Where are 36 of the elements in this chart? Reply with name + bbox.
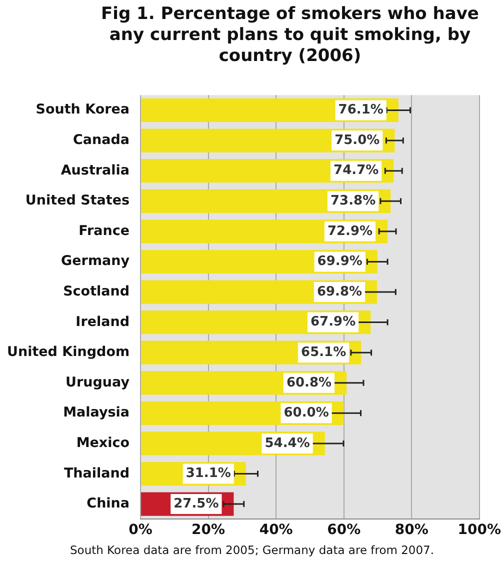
- y-tick-label: Mexico: [76, 434, 130, 451]
- data-label: 69.9%: [317, 254, 362, 270]
- x-tick-label: 100%: [458, 522, 502, 538]
- data-label: 54.4%: [264, 436, 310, 451]
- y-tick-label: China: [86, 496, 130, 512]
- x-tick-label: 40%: [259, 522, 293, 538]
- x-tick-label: 80%: [394, 522, 428, 538]
- data-label: 67.9%: [310, 314, 356, 330]
- y-tick-label: Germany: [61, 253, 130, 270]
- text: South Korea data are from 2005; Germany data are from 2007.: [68, 543, 436, 557]
- data-label: 74.7%: [334, 163, 379, 178]
- data-label: 31.1%: [186, 466, 231, 482]
- data-label: 72.9%: [327, 224, 373, 239]
- y-tick-label: France: [78, 222, 130, 239]
- y-tick-label: Canada: [73, 132, 130, 148]
- data-label: 65.1%: [301, 344, 346, 360]
- chart-title: Fig 1. Percentage of smokers who have any current plans to quit smoking, by country (2006): [100, 4, 480, 67]
- y-tick-label: Australia: [60, 162, 130, 178]
- data-label: 60.8%: [286, 375, 332, 390]
- y-tick-label: Scotland: [63, 284, 130, 300]
- y-tick-label: South Korea: [36, 102, 130, 118]
- y-tick-label: Ireland: [76, 314, 130, 330]
- y-tick-label: Uruguay: [66, 374, 130, 390]
- data-label: 73.8%: [330, 194, 376, 208]
- x-tick-label: 60%: [327, 522, 361, 538]
- data-label: 60.0%: [284, 406, 329, 421]
- data-label: 75.0%: [334, 132, 380, 148]
- y-tick-label: Thailand: [64, 465, 130, 482]
- data-label: 76.1%: [338, 102, 384, 118]
- y-tick-label: Malaysia: [63, 404, 130, 421]
- y-tick-label: United States: [25, 192, 130, 209]
- y-tick-label: United Kingdom: [6, 344, 130, 360]
- x-tick-label: 0%: [128, 522, 152, 538]
- data-label: 69.8%: [316, 284, 362, 300]
- data-label: 27.5%: [174, 496, 219, 512]
- x-tick-label: 20%: [192, 522, 226, 538]
